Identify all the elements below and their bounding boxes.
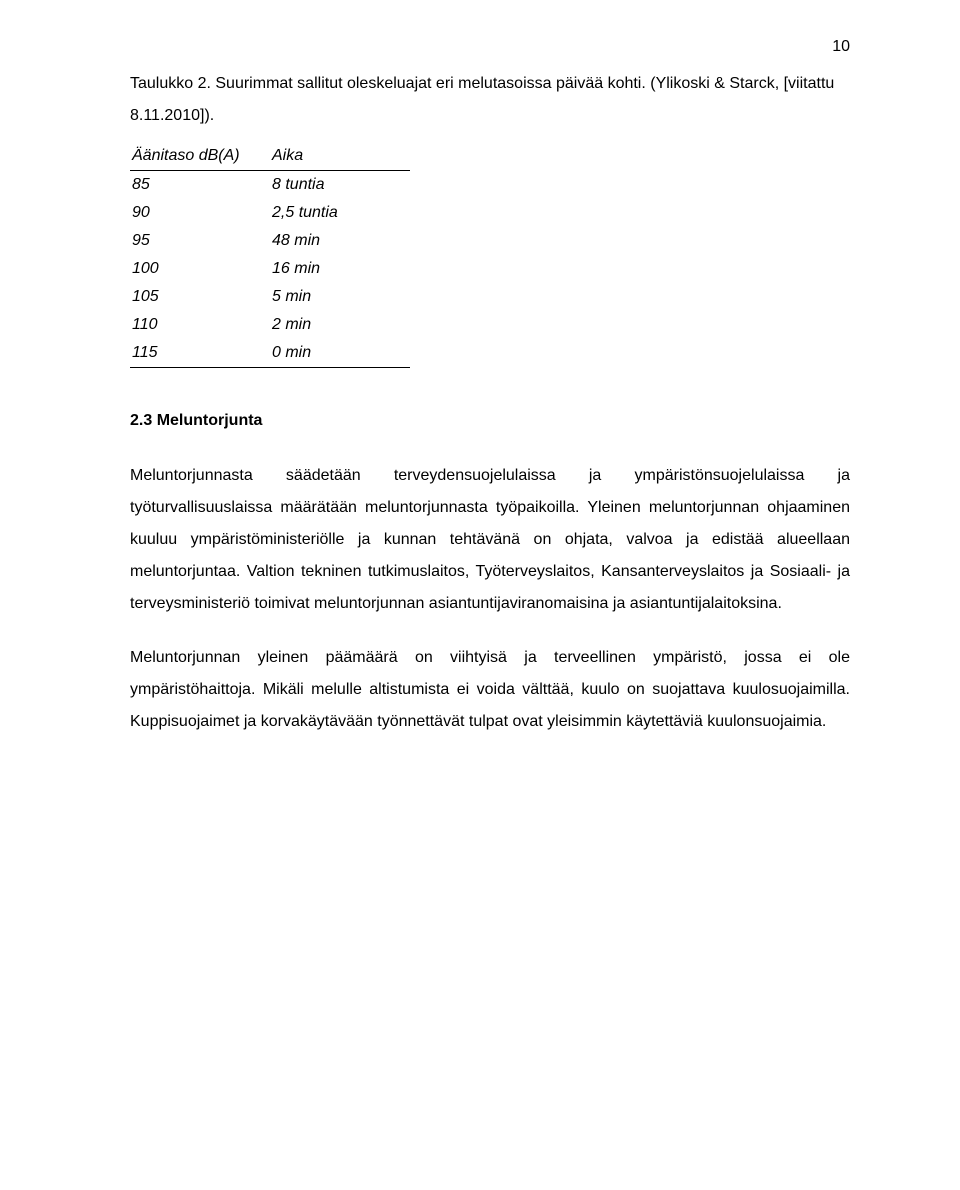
cell-time: 8 tuntia (270, 171, 410, 200)
table-row: 95 48 min (130, 227, 410, 255)
table-header-sound-level: Äänitaso dB(A) (130, 142, 270, 171)
paragraph-1: Meluntorjunnasta säädetään terveydensuoj… (130, 460, 850, 620)
cell-time: 16 min (270, 255, 410, 283)
table-header-row: Äänitaso dB(A) Aika (130, 142, 410, 171)
cell-time: 48 min (270, 227, 410, 255)
table-row: 110 2 min (130, 311, 410, 339)
table-row: 105 5 min (130, 283, 410, 311)
table-row: 90 2,5 tuntia (130, 199, 410, 227)
cell-sound-level: 90 (130, 199, 270, 227)
cell-time: 2,5 tuntia (270, 199, 410, 227)
section-heading: 2.3 Meluntorjunta (130, 412, 850, 430)
cell-sound-level: 110 (130, 311, 270, 339)
cell-sound-level: 95 (130, 227, 270, 255)
cell-time: 0 min (270, 339, 410, 368)
table-row: 85 8 tuntia (130, 171, 410, 200)
cell-sound-level: 85 (130, 171, 270, 200)
page: 10 Taulukko 2. Suurimmat sallitut oleske… (0, 0, 960, 1190)
cell-sound-level: 100 (130, 255, 270, 283)
cell-time: 5 min (270, 283, 410, 311)
table-row: 100 16 min (130, 255, 410, 283)
cell-sound-level: 105 (130, 283, 270, 311)
table-header-time: Aika (270, 142, 410, 171)
table-caption: Taulukko 2. Suurimmat sallitut oleskelua… (130, 68, 850, 132)
paragraph-2: Meluntorjunnan yleinen päämäärä on viiht… (130, 642, 850, 738)
cell-time: 2 min (270, 311, 410, 339)
cell-sound-level: 115 (130, 339, 270, 368)
table-row: 115 0 min (130, 339, 410, 368)
noise-table: Äänitaso dB(A) Aika 85 8 tuntia 90 2,5 t… (130, 142, 410, 368)
page-number: 10 (832, 38, 850, 56)
